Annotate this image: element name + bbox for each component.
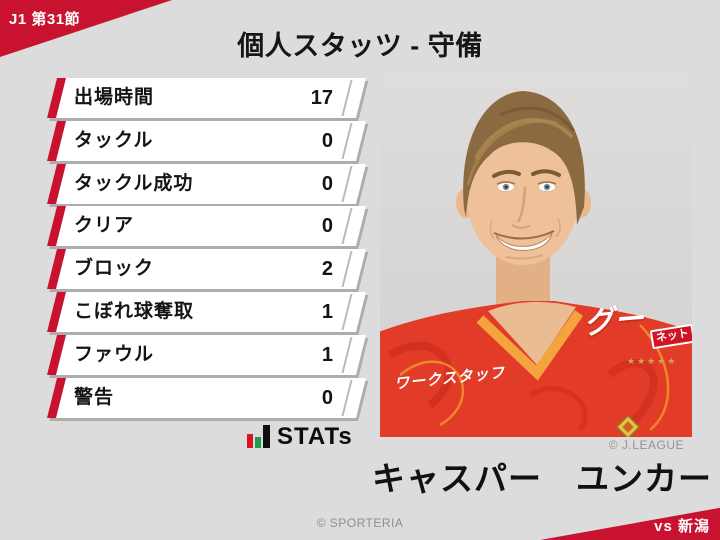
- stat-label: ファウル: [74, 343, 155, 365]
- stat-value: 0: [321, 386, 333, 409]
- opponent-label: vs 新潟: [654, 518, 710, 535]
- stat-row: クリア 0: [47, 206, 366, 247]
- page-title: 個人スタッツ - 守備: [237, 31, 483, 61]
- stat-value: 17: [310, 87, 333, 109]
- stat-value: 0: [321, 129, 333, 152]
- stats-wordmark: STATs: [277, 423, 353, 450]
- stat-label: タックル: [74, 129, 154, 151]
- round-label: J1 第31節: [9, 11, 81, 28]
- stat-row: タックル成功 0: [47, 163, 366, 204]
- stat-value: 1: [321, 343, 333, 366]
- stat-value: 2: [321, 258, 333, 281]
- stat-row: 出場時間 17: [47, 78, 366, 118]
- stat-row: 警告 0: [47, 377, 366, 418]
- stats-bars-icon: [247, 424, 270, 449]
- stat-value: 1: [321, 300, 333, 323]
- stat-row: タックル 0: [47, 120, 366, 161]
- jersey-sponsor-goo: グー: [582, 302, 646, 341]
- stat-row: ブロック 2: [47, 249, 366, 290]
- player-name: キャスパー ユンカー: [372, 460, 712, 497]
- stat-label: クリア: [74, 215, 135, 237]
- stat-row: こぼれ球奪取 1: [47, 291, 366, 332]
- stat-label: ブロック: [74, 258, 155, 280]
- photo-credit: © J.LEAGUE: [608, 438, 684, 452]
- stats-list: 出場時間 17 タックル 0 タックル成功 0: [47, 78, 366, 420]
- stat-label: こぼれ球奪取: [74, 300, 195, 322]
- site-copyright: © SPORTERIA: [316, 516, 404, 530]
- stat-value: 0: [321, 215, 333, 238]
- bar-green: [255, 437, 261, 448]
- player-photo: ワークスタッフ グー ネット ★★★★★: [380, 75, 692, 437]
- bar-red: [247, 434, 253, 448]
- club-crest-icon: [615, 414, 641, 437]
- jersey-stars: ★★★★★: [627, 356, 678, 366]
- stat-label: 出場時間: [74, 87, 155, 108]
- stats-logo: STATs: [247, 423, 353, 449]
- bar-black: [263, 425, 270, 448]
- portrait-illustration: [380, 75, 692, 437]
- stat-row: ファウル 1: [47, 334, 366, 375]
- stat-label: タックル成功: [74, 172, 194, 194]
- stat-value: 0: [321, 172, 333, 195]
- stat-label: 警告: [74, 386, 115, 408]
